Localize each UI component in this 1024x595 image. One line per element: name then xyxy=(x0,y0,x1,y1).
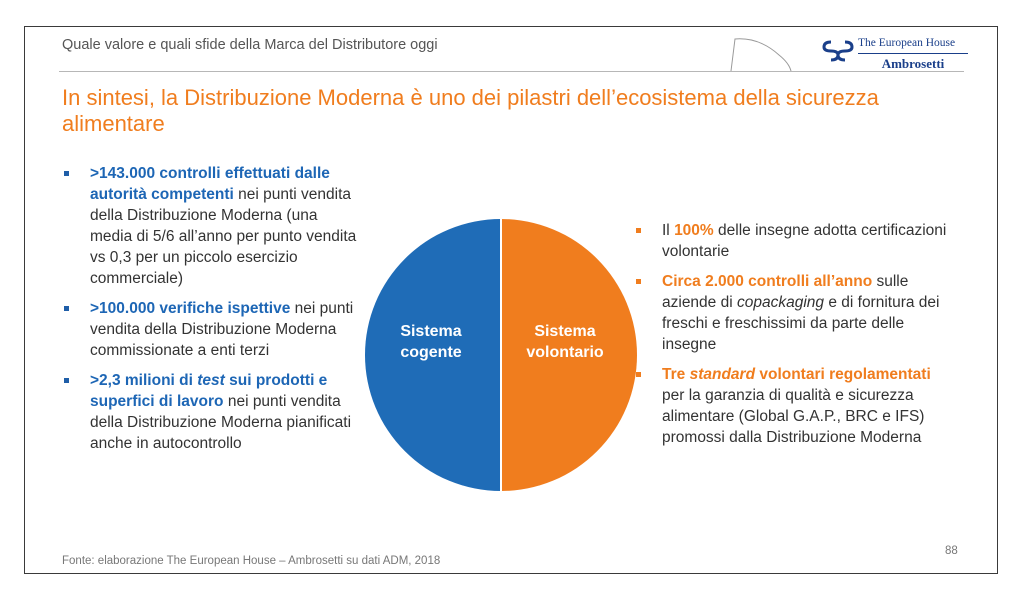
bullet-highlight: volontari regolamentati xyxy=(755,366,931,383)
bullet-marker xyxy=(64,171,69,176)
bullet-marker xyxy=(636,228,641,233)
right-bullet-2: Circa 2.000 controlli all’anno sulle azi… xyxy=(633,271,953,355)
bullet-text: Il xyxy=(662,222,675,239)
left-bullet-2: >100.000 verifiche ispettive nei punti v… xyxy=(61,298,361,361)
swoosh-decoration xyxy=(730,38,792,72)
bullet-highlight: Tre xyxy=(662,366,690,383)
bullet-highlight-italic: test xyxy=(197,372,225,389)
pie-half-volontario xyxy=(501,219,637,491)
bullet-highlight: Circa 2.000 controlli all’anno xyxy=(662,273,873,290)
bullet-text: nei punti vendita della Distribuzione Mo… xyxy=(90,186,357,287)
pie-label-cogente: Sistema cogente xyxy=(400,323,462,361)
company-logo: The European House Ambrosetti xyxy=(822,37,972,73)
pie-half-cogente xyxy=(365,219,501,491)
bullet-text: nei punti vendita della Distribuzione Mo… xyxy=(90,393,352,452)
bullet-highlight: 100% xyxy=(674,222,714,239)
slide-title: In sintesi, la Distribuzione Moderna è u… xyxy=(62,85,879,136)
logo-mark-icon xyxy=(822,40,854,62)
left-bullet-3: >2,3 milioni di test sui prodotti e supe… xyxy=(61,370,361,454)
logo-line1: The European House xyxy=(858,37,956,49)
bullet-text: nei punti vendita della Distribuzione Mo… xyxy=(90,300,354,359)
bullet-highlight: >100.000 verifiche ispettive xyxy=(90,300,291,317)
bullet-marker xyxy=(636,279,641,284)
bullet-text: sulle aziende di xyxy=(662,273,909,311)
right-bullet-3: Tre standard volontari regolamentati per… xyxy=(633,364,953,448)
left-bullet-1: >143.000 controlli effettuati dalle auto… xyxy=(61,163,361,289)
bullet-marker xyxy=(636,372,641,377)
bullet-italic: copackaging xyxy=(736,294,825,311)
bullet-highlight: sui prodotti e superfici di lavoro xyxy=(90,372,328,410)
bullet-text: e di fornitura dei freschi e freschissim… xyxy=(662,294,940,353)
logo-line2: Ambrosetti xyxy=(858,53,968,72)
header-subtitle: Quale valore e quali sfide della Marca d… xyxy=(62,37,438,53)
right-bullet-list: Il 100% delle insegne adotta certificazi… xyxy=(633,220,953,457)
right-bullet-1: Il 100% delle insegne adotta certificazi… xyxy=(633,220,953,262)
page-number: 88 xyxy=(945,545,958,557)
bullet-text: delle insegne adotta certificazioni volo… xyxy=(662,222,947,260)
left-bullet-list: >143.000 controlli effettuati dalle auto… xyxy=(61,163,361,463)
slide: Quale valore e quali sfide della Marca d… xyxy=(24,26,998,574)
bullet-highlight-italic: standard xyxy=(689,366,756,383)
bullet-highlight: >143.000 controlli effettuati dalle auto… xyxy=(90,165,330,203)
bullet-marker xyxy=(64,306,69,311)
system-pie-chart xyxy=(365,219,637,491)
bullet-highlight: >2,3 milioni di xyxy=(90,372,198,389)
header-divider xyxy=(59,71,964,72)
bullet-text: per la garanzia di qualità e sicurezza a… xyxy=(662,387,925,446)
footer-source: Fonte: elaborazione The European House –… xyxy=(62,555,441,567)
bullet-marker xyxy=(64,378,69,383)
pie-label-volontario: Sistema volontario xyxy=(526,323,604,361)
